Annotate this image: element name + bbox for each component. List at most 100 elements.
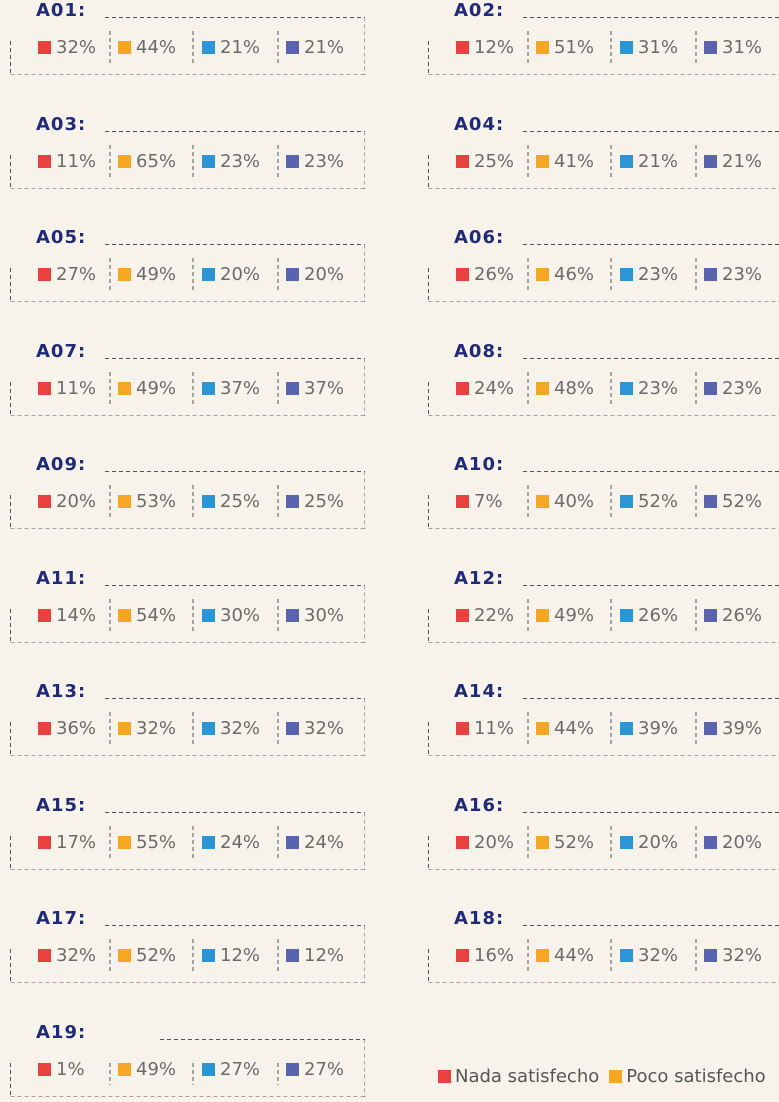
color-square [202, 722, 215, 735]
value-text: 24% [474, 377, 515, 399]
color-square [704, 608, 717, 622]
value-text: 23% [638, 264, 679, 285]
color-square [536, 949, 549, 962]
color-square [38, 154, 51, 168]
item-label: A06: [454, 227, 505, 248]
value-text: 26% [474, 264, 515, 285]
value-text: 41% [554, 150, 595, 172]
value-cell: 12% [202, 945, 260, 966]
value-cell: 27% [38, 264, 96, 285]
value-cell: 25% [456, 151, 514, 172]
value-text: 65% [136, 150, 177, 172]
item: A06: 26% 46% 23% 23% [428, 227, 779, 307]
value-cell: 32% [704, 945, 762, 966]
value-cell: 44% [536, 718, 594, 739]
dashed-box [428, 925, 779, 983]
color-square [202, 1062, 215, 1076]
item-label: A13: [36, 681, 87, 702]
color-square [118, 41, 131, 54]
value-cell: 20% [202, 264, 260, 285]
value-text: 23% [722, 377, 763, 399]
dashed-box [428, 811, 779, 870]
dashed-box [10, 471, 365, 529]
value-text: 20% [474, 831, 515, 853]
value-cell: 25% [202, 491, 260, 512]
legend-text: Poco satisfecho [626, 1066, 766, 1087]
value-text: 24% [220, 831, 261, 853]
dashed-box [10, 698, 365, 756]
color-square [620, 835, 633, 849]
value-cell: 51% [536, 37, 594, 58]
value-cell: 32% [38, 37, 96, 58]
color-square [286, 722, 299, 735]
value-cell: 65% [118, 151, 176, 172]
color-square [536, 608, 549, 622]
value-cell: 37% [202, 378, 260, 399]
dashed-box [10, 584, 365, 643]
value-cell: 23% [704, 378, 762, 399]
value-text: 1% [56, 1058, 85, 1080]
value-cell: 17% [38, 832, 96, 853]
value-text: 14% [56, 604, 97, 626]
color-square [202, 268, 215, 281]
value-cell: 11% [456, 718, 514, 739]
value-cell: 54% [118, 605, 176, 626]
dashed-box [10, 130, 365, 189]
color-square [202, 949, 215, 962]
value-cell: 36% [38, 718, 96, 739]
color-square [456, 381, 469, 395]
value-cell: 49% [118, 1059, 176, 1080]
value-text: 52% [638, 491, 679, 512]
value-cell: 27% [286, 1059, 344, 1080]
value-text: 25% [220, 491, 261, 512]
color-square [118, 722, 131, 735]
value-cell: 32% [286, 718, 344, 739]
value-text: 17% [56, 831, 97, 853]
color-square [286, 41, 299, 54]
value-text: 26% [722, 604, 763, 626]
value-text: 11% [56, 377, 97, 399]
item: A13: 36% 32% 32% 32% [10, 681, 370, 761]
value-cell: 44% [118, 37, 176, 58]
item-label: A08: [454, 340, 505, 362]
value-text: 23% [220, 150, 261, 172]
value-cell: 20% [38, 491, 96, 512]
value-text: 24% [304, 831, 345, 853]
item: A10: 7% 40% 52% 52% [428, 454, 779, 534]
legend: Nada satisfecho Poco satisfecho [438, 1066, 776, 1087]
value-text: 54% [136, 604, 177, 626]
value-cell: 31% [704, 37, 762, 58]
color-square [704, 41, 717, 54]
value-cell: 20% [456, 832, 514, 853]
color-square [620, 268, 633, 281]
item-label: A18: [454, 908, 505, 929]
color-square [456, 835, 469, 849]
dashed-box [428, 130, 779, 189]
value-text: 49% [554, 604, 595, 626]
item-label: A02: [454, 0, 505, 21]
color-square [202, 495, 215, 508]
value-cell: 37% [286, 378, 344, 399]
color-square [536, 495, 549, 508]
color-square [704, 835, 717, 849]
color-square [456, 608, 469, 622]
value-cell: 21% [286, 37, 344, 58]
value-cell: 52% [704, 491, 762, 512]
item: A07: 11% 49% 37% 37% [10, 341, 370, 421]
item: A18: 16% 44% 32% 32% [428, 908, 779, 988]
color-square [118, 381, 131, 395]
color-square [536, 835, 549, 849]
value-text: 30% [220, 604, 261, 626]
color-square [38, 381, 51, 395]
value-cell: 25% [286, 491, 344, 512]
item-label: A12: [454, 567, 505, 589]
color-square [118, 268, 131, 281]
color-square [286, 268, 299, 281]
item-label: A04: [454, 113, 505, 135]
color-square [202, 608, 215, 622]
value-text: 55% [136, 831, 177, 853]
color-square [536, 381, 549, 395]
color-square [620, 154, 633, 168]
value-cell: 26% [456, 264, 514, 285]
item-label: A14: [454, 681, 505, 702]
